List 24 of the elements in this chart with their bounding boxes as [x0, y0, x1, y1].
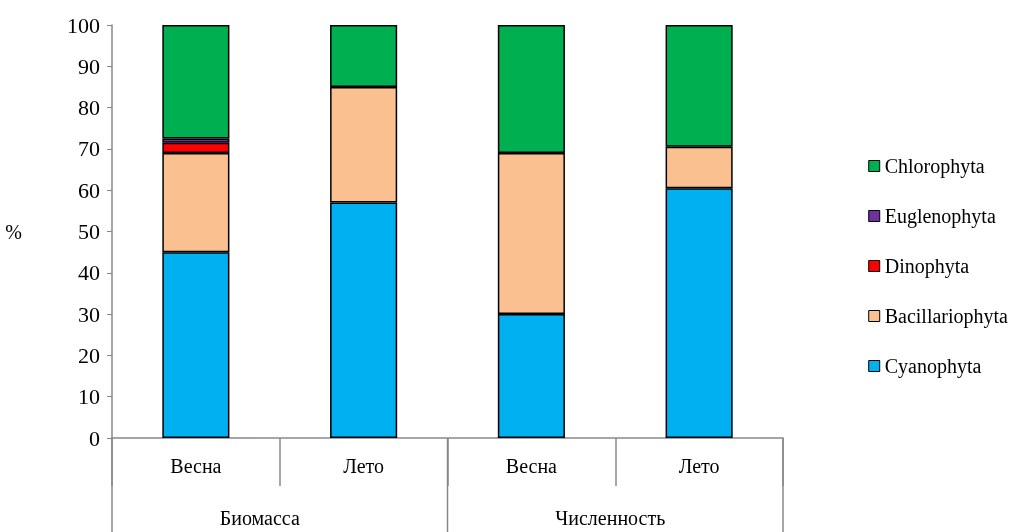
- y-tick-label: 50: [78, 219, 100, 244]
- legend-label: Euglenophyta: [884, 205, 996, 228]
- y-tick-label: 30: [78, 301, 100, 327]
- legend-label: Bacillariophyta: [884, 305, 1009, 328]
- bar: [162, 25, 230, 139]
- y-tick-label: 0: [89, 425, 100, 451]
- x-tick-label: Весна: [505, 455, 558, 477]
- text: Биомасса: [219, 507, 300, 529]
- x-tick-label: Лето: [678, 455, 720, 477]
- text: Численность: [555, 507, 666, 529]
- y-tick-label: 10: [78, 384, 100, 410]
- legend-label: Dinophyta: [884, 255, 970, 278]
- y-tick-label: 40: [78, 260, 100, 286]
- y-tick-label: 70: [78, 136, 100, 162]
- y-tick-label: 60: [78, 177, 100, 203]
- y-axis-title: %: [5, 220, 22, 243]
- x-tick-label: Лето: [343, 455, 385, 477]
- x-tick-label: Весна: [170, 455, 222, 477]
- y-tick-label: 90: [78, 53, 100, 79]
- legend-label: Chlorophyta: [884, 155, 985, 178]
- legend-label: Cyanophyta: [884, 355, 982, 378]
- y-tick-label: 20: [78, 342, 100, 368]
- y-tick-label: 80: [78, 95, 100, 121]
- y-tick-label: 100: [67, 12, 100, 38]
